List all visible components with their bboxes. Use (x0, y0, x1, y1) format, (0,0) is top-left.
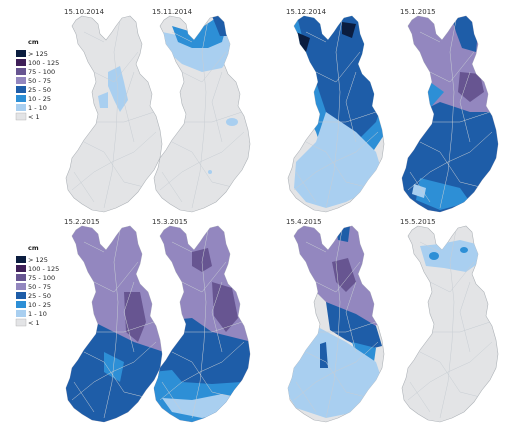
map-date-label: 15.10.2014 (64, 8, 105, 16)
legend-swatch-2 (16, 68, 26, 75)
legend-label: 25 - 50 (28, 86, 51, 94)
legend-swatch-5 (16, 301, 26, 308)
legend-label: 100 - 125 (28, 59, 59, 67)
map-2015-05-15 (401, 225, 499, 423)
legend-swatch-7 (15, 318, 27, 327)
legend-swatch-5 (16, 95, 26, 102)
map-2014-10-15 (65, 15, 163, 213)
legend-swatch-7 (15, 112, 27, 121)
legend-top: cm > 125 100 - 125 75 - 100 50 - 75 25 -… (15, 38, 59, 121)
map-date-label: 15.1.2015 (400, 8, 436, 16)
map-date-label: 15.12.2014 (286, 8, 327, 16)
legend-swatch-4 (16, 86, 26, 93)
legend-label: > 125 (28, 256, 48, 264)
legend-swatch-6 (16, 104, 26, 111)
legend-swatch-4 (16, 292, 26, 299)
legend-label: 25 - 50 (28, 292, 51, 300)
legend-swatch-3 (16, 283, 26, 290)
legend-swatch-6 (16, 310, 26, 317)
map-2015-03-15 (153, 225, 251, 423)
legend-label: 50 - 75 (28, 77, 51, 85)
legend-swatch-0 (16, 256, 26, 263)
map-2015-04-15 (287, 225, 385, 423)
map-2015-02-15 (65, 225, 163, 423)
map-date-label: 15.11.2014 (152, 8, 193, 16)
legend-swatch-2 (16, 274, 26, 281)
legend-label: 50 - 75 (28, 283, 51, 291)
legend-label: 10 - 25 (28, 95, 51, 103)
legend-swatch-1 (16, 59, 26, 66)
legend-label: < 1 (28, 319, 40, 327)
legend-label: 100 - 125 (28, 265, 59, 273)
legend-unit: cm (28, 244, 39, 252)
map-2014-12-15 (287, 15, 385, 213)
map-2015-01-15 (401, 15, 499, 213)
map-date-label: 15.4.2015 (286, 218, 322, 226)
legend-label: > 125 (28, 50, 48, 58)
legend-label: 75 - 100 (28, 68, 55, 76)
legend-swatch-1 (16, 265, 26, 272)
legend-unit: cm (28, 38, 39, 46)
map-date-label: 15.5.2015 (400, 218, 436, 226)
legend-label: 1 - 10 (28, 310, 47, 318)
legend-swatch-0 (16, 50, 26, 57)
legend-swatch-3 (16, 77, 26, 84)
legend-label: < 1 (28, 113, 40, 121)
map-2014-11-15 (153, 15, 251, 213)
map-date-label: 15.2.2015 (64, 218, 100, 226)
legend-label: 1 - 10 (28, 104, 47, 112)
legend-label: 75 - 100 (28, 274, 55, 282)
map-date-label: 15.3.2015 (152, 218, 188, 226)
legend-label: 10 - 25 (28, 301, 51, 309)
legend-bottom: cm > 125 100 - 125 75 - 100 50 - 75 25 -… (15, 244, 59, 327)
